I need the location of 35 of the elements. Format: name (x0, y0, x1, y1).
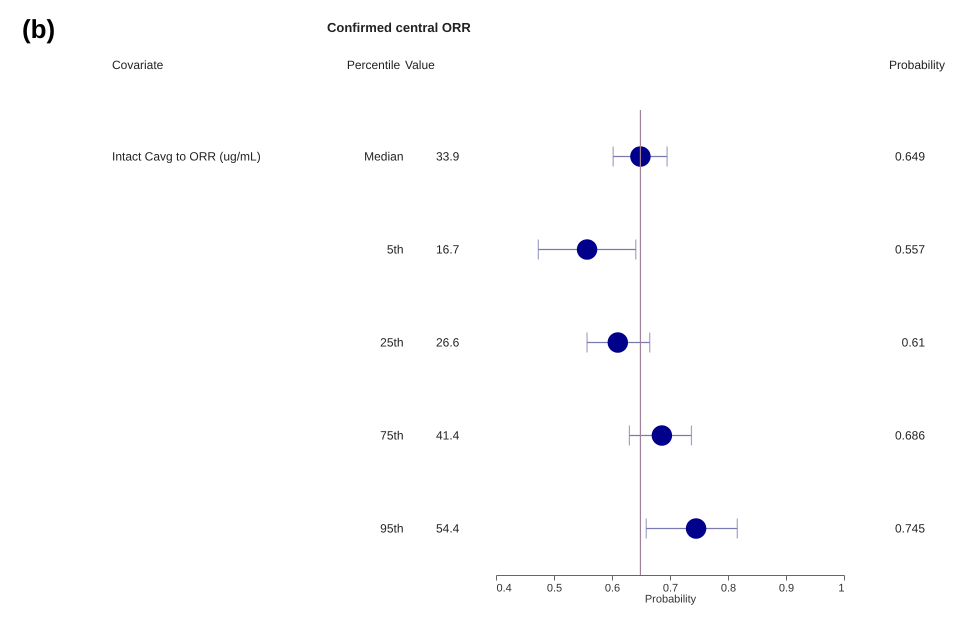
text: 16.7 (436, 242, 460, 256)
text: Probability (888, 58, 945, 72)
x-tick-label: 0.4 (496, 582, 512, 594)
text: Value (405, 58, 436, 72)
point (630, 146, 651, 167)
data-label: 0.649 (894, 150, 926, 164)
x-tick-label: 0.7 (662, 582, 678, 594)
data-label: 0.686 (894, 428, 926, 442)
data-label: 0.61 (902, 336, 926, 350)
text: Percentile (346, 58, 400, 72)
data-label: 0.745 (894, 522, 926, 536)
point (686, 518, 706, 539)
y-tick-label: Median (364, 150, 404, 164)
x-tick-label: 1 (838, 582, 844, 594)
point (576, 239, 598, 260)
y-tick-label: 75th (380, 428, 404, 442)
x-axis-title: Probability (644, 594, 697, 606)
y-tick-label: 25th (380, 336, 404, 350)
x-tick-label: 0.6 (604, 582, 620, 594)
text: 26.6 (436, 336, 460, 350)
data-label: 0.557 (894, 242, 926, 256)
x-tick-label: 0.9 (778, 582, 794, 594)
text: Covariate (112, 58, 164, 72)
chart-title: Confirmed central ORR (327, 20, 472, 35)
x-tick-label: 0.8 (720, 582, 736, 594)
text: 54.4 (436, 522, 460, 536)
x-tick-label: 0.5 (546, 582, 562, 594)
point (608, 332, 628, 353)
point (652, 425, 672, 446)
y-tick-label: 95th (380, 522, 404, 536)
text: (b) (22, 14, 56, 45)
text: 41.4 (436, 428, 460, 442)
text: 33.9 (436, 150, 460, 164)
y-tick-label: 5th (386, 242, 404, 256)
text: Intact Cavg to ORR (ug/mL) (112, 150, 261, 164)
